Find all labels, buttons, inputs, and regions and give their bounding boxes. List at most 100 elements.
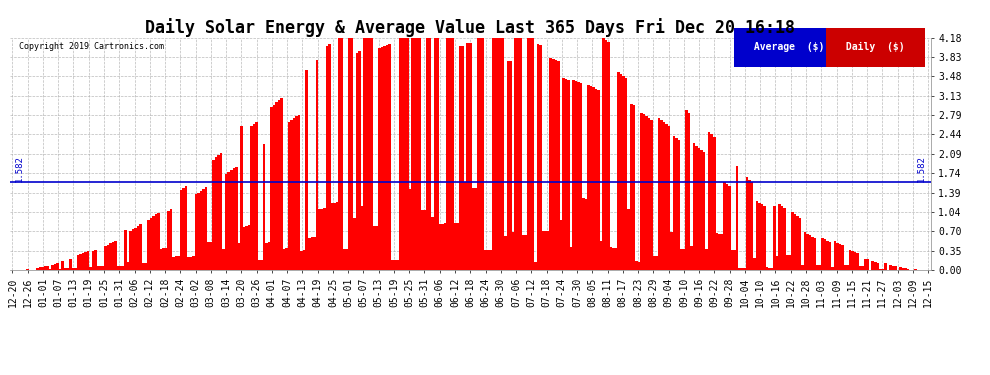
Bar xyxy=(71,268,74,270)
Bar xyxy=(587,84,590,270)
Bar xyxy=(716,233,718,270)
Bar xyxy=(240,126,243,270)
Bar xyxy=(246,226,248,270)
Bar xyxy=(662,122,665,270)
Bar xyxy=(546,231,549,270)
Bar xyxy=(220,153,223,270)
Bar xyxy=(444,224,446,270)
Bar xyxy=(843,265,846,270)
Bar xyxy=(213,160,215,270)
Text: Copyright 2019 Cartronics.com: Copyright 2019 Cartronics.com xyxy=(19,42,164,51)
Bar xyxy=(776,256,778,270)
Bar xyxy=(809,235,811,270)
Bar xyxy=(748,180,750,270)
Bar xyxy=(773,206,776,270)
Bar xyxy=(497,38,499,270)
Bar xyxy=(39,267,42,270)
Bar xyxy=(290,120,293,270)
Bar xyxy=(283,249,285,270)
Bar xyxy=(574,81,577,270)
Bar xyxy=(763,206,766,270)
Bar xyxy=(700,150,703,270)
Bar xyxy=(866,260,869,270)
Bar xyxy=(832,267,834,270)
Bar xyxy=(442,224,444,270)
Bar xyxy=(270,107,273,270)
Bar xyxy=(127,262,130,270)
Bar xyxy=(404,38,406,270)
Bar xyxy=(718,234,721,270)
Bar xyxy=(585,199,587,270)
Bar xyxy=(595,89,597,270)
Bar xyxy=(225,174,228,270)
Bar xyxy=(514,38,517,270)
Bar xyxy=(74,268,76,270)
Bar xyxy=(625,78,628,270)
Bar xyxy=(643,114,645,270)
Bar xyxy=(262,144,265,270)
Bar xyxy=(731,250,734,270)
Bar xyxy=(557,61,559,270)
Bar xyxy=(97,266,99,270)
Bar xyxy=(210,242,213,270)
Bar xyxy=(562,78,564,270)
Bar xyxy=(532,38,535,270)
Bar xyxy=(881,269,884,270)
Bar xyxy=(819,265,821,270)
Bar xyxy=(544,231,546,270)
Bar xyxy=(313,237,316,270)
Bar xyxy=(56,263,59,270)
Bar xyxy=(827,241,829,270)
Bar xyxy=(378,48,381,270)
Bar xyxy=(152,216,154,270)
Bar xyxy=(721,234,723,270)
Bar xyxy=(605,40,607,270)
Bar xyxy=(295,116,298,270)
Bar xyxy=(84,252,86,270)
Bar xyxy=(386,45,388,270)
Bar xyxy=(451,38,453,270)
Bar xyxy=(856,253,859,270)
Bar xyxy=(713,137,716,270)
Bar xyxy=(182,188,185,270)
Bar xyxy=(657,118,660,270)
Bar xyxy=(399,38,401,270)
Bar xyxy=(416,38,419,270)
Bar xyxy=(758,202,760,270)
Bar xyxy=(461,46,464,270)
Bar xyxy=(846,265,848,270)
Bar xyxy=(814,238,816,270)
Bar xyxy=(446,38,448,270)
Bar xyxy=(278,100,280,270)
Bar xyxy=(851,251,853,270)
Bar xyxy=(685,110,688,270)
Bar xyxy=(328,44,331,270)
Bar xyxy=(620,74,623,270)
Bar xyxy=(703,152,706,270)
Bar xyxy=(257,261,260,270)
Bar xyxy=(393,260,396,270)
Bar xyxy=(303,251,306,270)
Bar xyxy=(157,213,159,270)
Bar xyxy=(53,264,56,270)
Bar xyxy=(140,224,142,270)
Bar xyxy=(673,136,675,270)
Bar xyxy=(230,170,233,270)
Bar xyxy=(87,251,89,270)
Bar xyxy=(339,38,341,270)
Bar xyxy=(114,241,117,270)
Bar xyxy=(799,217,801,270)
Bar xyxy=(678,140,680,270)
Bar xyxy=(164,248,167,270)
Bar xyxy=(64,268,66,270)
Bar xyxy=(192,256,195,270)
Bar xyxy=(169,210,172,270)
Bar xyxy=(633,105,635,270)
Bar xyxy=(321,209,323,270)
Bar xyxy=(187,257,190,270)
Bar xyxy=(401,38,404,270)
Bar xyxy=(743,268,745,270)
Bar xyxy=(535,262,537,270)
Bar xyxy=(275,102,278,270)
Bar xyxy=(326,46,328,270)
